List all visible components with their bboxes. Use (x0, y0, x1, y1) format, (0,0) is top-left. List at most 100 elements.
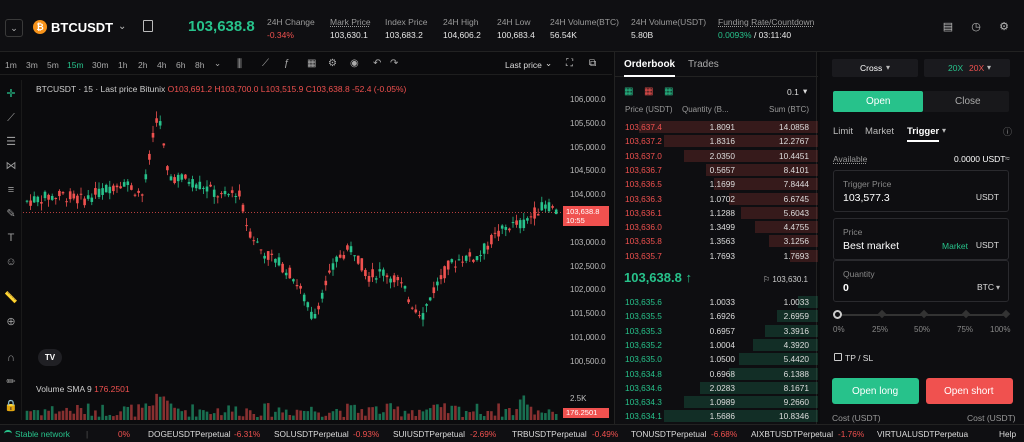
calculator-icon[interactable]: ▤ (942, 20, 954, 33)
ticker-symbol[interactable]: AIXBTUSDTPerpetual (751, 429, 834, 439)
quantity-input[interactable]: 0 (843, 282, 849, 294)
order-type-trigger[interactable]: Trigger (907, 126, 940, 142)
book-bids-icon[interactable]: ▦ (664, 86, 674, 97)
ticker-symbol[interactable]: VIRTUALUSDTPerpetua (877, 429, 969, 439)
timeframe-8h[interactable]: 8h (195, 60, 205, 70)
ask-row[interactable]: 103,635.7 1.7693 1.7693 (615, 249, 818, 262)
bid-row[interactable]: 103,635.6 1.0033 1.0033 (615, 296, 818, 308)
trigger-price-field[interactable]: Trigger Price 103,577.3 USDT (833, 170, 1009, 212)
redo-icon[interactable]: ↷ (390, 58, 399, 69)
timeframe-30m[interactable]: 30m (92, 60, 109, 70)
bid-row[interactable]: 103,634.3 1.0989 9.2660 (615, 396, 818, 409)
precision-select[interactable]: 0.1 (787, 87, 799, 97)
ask-row[interactable]: 103,636.3 1.0702 6.6745 (615, 192, 818, 205)
tpsl-checkbox[interactable] (834, 353, 842, 361)
ruler-icon[interactable]: 📏 (4, 292, 18, 304)
timeframe-1h[interactable]: 1h (118, 60, 128, 70)
quantity-unit-select[interactable]: BTC (977, 282, 994, 292)
ask-row[interactable]: 103,636.1 1.1288 5.6043 (615, 206, 818, 219)
book-asks-icon[interactable]: ▦ (644, 86, 654, 97)
lock-icon[interactable]: 🔒 (4, 400, 18, 412)
symbol-title[interactable]: BTCUSDT (51, 20, 114, 35)
price-chart[interactable] (23, 78, 612, 424)
clock-icon[interactable]: ◷ (971, 20, 981, 33)
price-input[interactable]: Best market (843, 240, 900, 252)
tradingview-logo-icon[interactable]: TV (38, 349, 62, 366)
settings-gear-icon[interactable]: ⚙ (999, 20, 1009, 33)
ask-row[interactable]: 103,637.4 1.8091 14.0858 (615, 121, 818, 133)
crosshair-icon[interactable]: ✛ (6, 88, 16, 100)
ask-row[interactable]: 103,636.0 1.3499 4.4755 (615, 221, 818, 234)
bid-row[interactable]: 103,635.0 1.0500 5.4420 (615, 353, 818, 366)
menu-toggle-button[interactable]: ⌄ (5, 19, 23, 37)
ticker-symbol[interactable]: SUIUSDTPerpetual (393, 429, 465, 439)
order-type-market[interactable]: Market (865, 126, 895, 137)
open-tab-button[interactable]: Open (833, 91, 923, 112)
ask-row[interactable]: 103,637.0 2.0350 10.4451 (615, 149, 818, 162)
timeframe-5m[interactable]: 5m (47, 60, 59, 70)
leverage-select[interactable]: 20X 20X ▾ (924, 59, 1010, 77)
ask-row[interactable]: 103,636.5 1.1699 7.8444 (615, 178, 818, 191)
tab-trades[interactable]: Trades (688, 59, 719, 70)
undo-icon[interactable]: ↶ (373, 58, 382, 69)
fx-icon[interactable]: ƒ (284, 58, 290, 69)
close-tab-button[interactable]: Close (923, 91, 1009, 112)
timeframe-6h[interactable]: 6h (176, 60, 186, 70)
trend-line-icon[interactable]: ⟋ (7, 112, 15, 124)
price-field[interactable]: Price Best market Market USDT (833, 218, 1009, 260)
tab-orderbook[interactable]: Orderbook (624, 59, 676, 77)
zoom-in-icon[interactable]: ⊕ (6, 316, 16, 328)
bid-row[interactable]: 103,634.8 0.6968 6.1388 (615, 367, 818, 380)
text-icon[interactable]: T (7, 232, 15, 244)
transfer-icon[interactable]: ≈ (1005, 153, 1010, 163)
quantity-field[interactable]: Quantity 0 BTC ▾ (833, 260, 1009, 302)
info-icon[interactable]: ⓘ (1003, 127, 1013, 137)
slider-handle[interactable] (833, 310, 842, 319)
ask-row[interactable]: 103,636.7 0.5657 8.4101 (615, 163, 818, 176)
market-price-toggle[interactable]: Market (942, 241, 968, 251)
layout-icon[interactable]: ▦ (307, 58, 317, 69)
chevron-down-icon[interactable]: ⌄ (118, 21, 127, 32)
precision-chevron-icon[interactable]: ▾ (803, 86, 808, 96)
fib-icon[interactable]: ≡ (7, 184, 15, 196)
help-link[interactable]: Help (993, 429, 1017, 439)
emoji-icon[interactable]: ☺ (5, 256, 17, 268)
book-both-icon[interactable]: ▦ (624, 86, 634, 97)
stat-mark-price[interactable]: Mark Price 103,630.1 (330, 17, 371, 40)
candle-type-icon[interactable]: ⫼ (237, 58, 243, 70)
ticker-symbol[interactable]: SOLUSDTPerpetual (274, 429, 349, 439)
fullscreen-icon[interactable]: ⛶ (566, 58, 573, 69)
candlestick-chart[interactable] (23, 78, 612, 424)
contract-info-icon[interactable] (143, 20, 153, 32)
bid-row[interactable]: 103,635.2 1.0004 4.3920 (615, 338, 818, 351)
ticker-symbol[interactable]: TONUSDTPerpetual (631, 429, 707, 439)
stat-funding-rate[interactable]: Funding Rate/Countdown 0.0093% / 03:11:40 (718, 17, 815, 40)
ask-row[interactable]: 103,637.2 1.8316 12.2767 (615, 135, 818, 148)
bid-row[interactable]: 103,634.6 2.0283 8.1671 (615, 381, 818, 394)
bid-row[interactable]: 103,635.5 1.6926 2.6959 (615, 310, 818, 323)
timeframe-15m[interactable]: 15m (67, 60, 84, 70)
bid-row[interactable]: 103,635.3 0.6957 3.3916 (615, 324, 818, 337)
bid-row[interactable]: 103,634.1 1.5686 10.8346 (615, 410, 818, 423)
trigger-price-input[interactable]: 103,577.3 (843, 192, 890, 204)
timeframe-3m[interactable]: 3m (26, 60, 38, 70)
timeframe-4h[interactable]: 4h (157, 60, 167, 70)
chart-settings-icon[interactable]: ⚙ (328, 58, 337, 69)
ask-row[interactable]: 103,635.8 1.3563 3.1256 (615, 235, 818, 248)
price-type-chevron-icon[interactable]: ⌄ (545, 58, 553, 68)
camera-icon[interactable]: ◉ (350, 58, 359, 69)
horizontal-lines-icon[interactable]: ☰ (6, 136, 16, 148)
expand-icon[interactable]: ⧉ (589, 58, 597, 69)
open-long-button[interactable]: Open long (832, 378, 919, 404)
pattern-icon[interactable]: ⋈ (5, 160, 17, 172)
timeframe-2h[interactable]: 2h (138, 60, 148, 70)
order-type-chevron-icon[interactable]: ▾ (942, 126, 947, 135)
magnet-icon[interactable]: ∩ (7, 352, 15, 364)
indicators-icon[interactable]: ⟋ (262, 58, 269, 69)
open-short-button[interactable]: Open short (926, 378, 1013, 404)
price-type-select[interactable]: Last price (505, 60, 542, 70)
lock-pencil-icon[interactable]: ✏ (6, 376, 16, 388)
brush-icon[interactable]: ✎ (6, 208, 16, 220)
timeframe-1m[interactable]: 1m (5, 60, 17, 70)
order-type-limit[interactable]: Limit (833, 126, 854, 137)
